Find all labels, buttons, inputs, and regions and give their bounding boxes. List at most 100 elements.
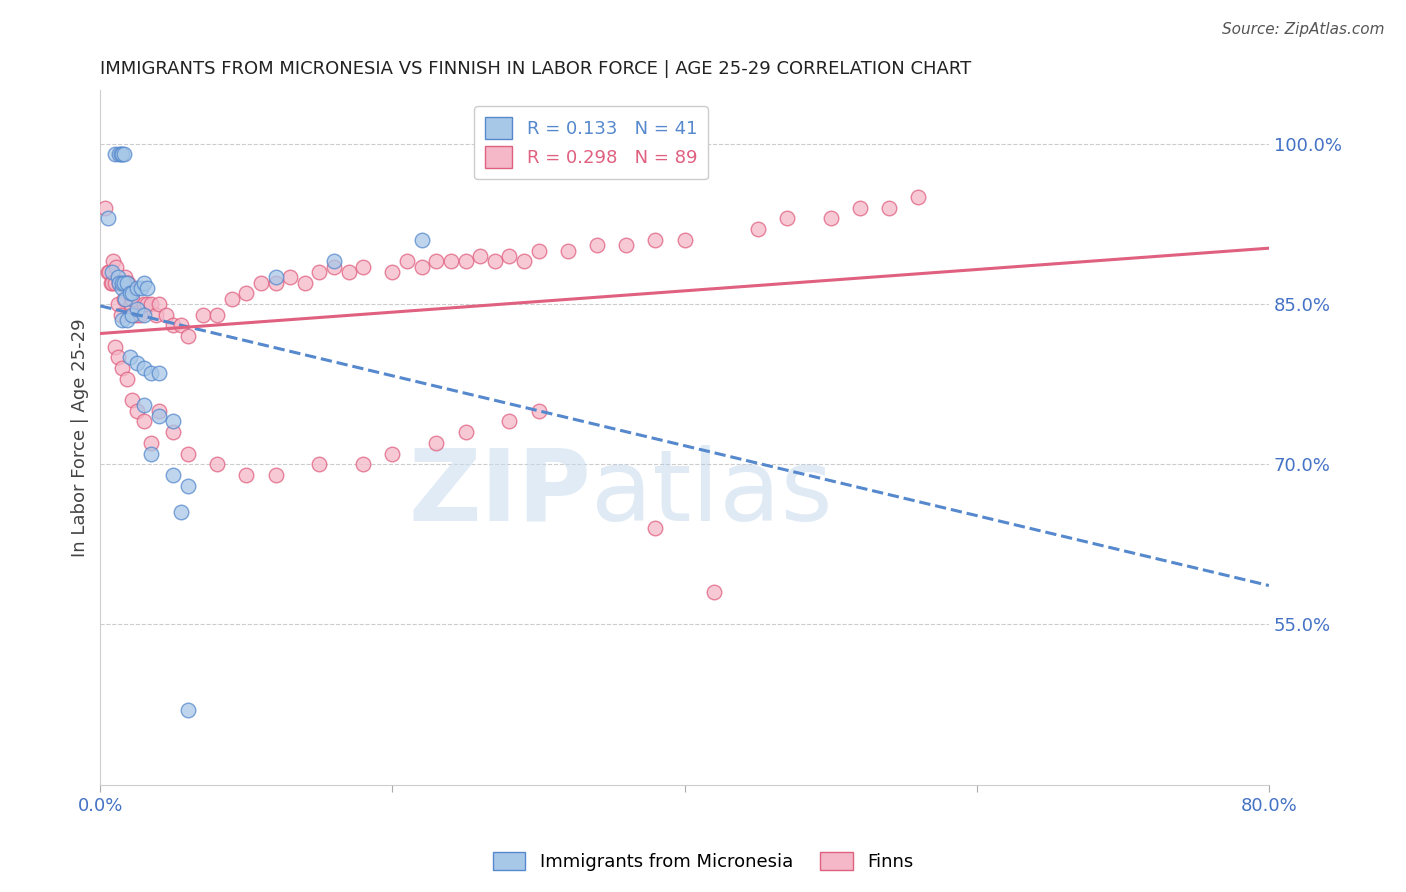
Point [352,260,374,274]
Point [264,276,287,290]
Point [557,244,579,258]
Point [162,425,184,439]
Point [112,276,135,290]
Point [111,276,134,290]
Point [112,147,135,161]
Point [105,260,128,274]
Point [108,276,131,290]
Point [264,467,287,482]
Point [111,281,134,295]
Point [117,276,139,290]
Point [134,399,156,413]
Point [396,254,419,268]
Point [177,329,200,343]
Point [411,260,433,274]
Point [107,351,129,365]
Point [141,446,163,460]
Point [110,308,132,322]
Point [121,308,143,322]
Point [125,404,148,418]
Point [129,281,152,295]
Point [177,446,200,460]
Point [148,367,170,381]
Point [498,415,520,429]
Point [128,308,150,322]
Point [111,276,134,290]
Point [323,260,346,274]
Point [115,276,138,290]
Point [337,265,360,279]
Point [527,404,550,418]
Point [118,308,141,322]
Point [644,521,666,535]
Point [101,265,124,279]
Point [107,297,129,311]
Point [907,190,929,204]
Legend: R = 0.133   N = 41, R = 0.298   N = 89: R = 0.133 N = 41, R = 0.298 N = 89 [474,106,709,179]
Point [122,308,145,322]
Point [498,249,520,263]
Point [97,265,120,279]
Point [381,265,404,279]
Point [177,478,200,492]
Point [278,270,301,285]
Point [134,361,156,376]
Point [111,361,134,376]
Point [162,318,184,333]
Point [110,147,132,161]
Text: IMMIGRANTS FROM MICRONESIA VS FINNISH IN LABOR FORCE | AGE 25-29 CORRELATION CHA: IMMIGRANTS FROM MICRONESIA VS FINNISH IN… [100,60,972,78]
Point [381,446,404,460]
Point [101,276,124,290]
Point [527,244,550,258]
Point [323,254,346,268]
Point [141,435,163,450]
Point [118,351,141,365]
Point [747,222,769,236]
Point [108,276,131,290]
Point [235,467,257,482]
Point [484,254,506,268]
Point [221,292,243,306]
Point [111,313,134,327]
Point [125,281,148,295]
Point [103,254,125,268]
Point [114,292,136,306]
Point [308,457,330,471]
Point [877,201,900,215]
Point [120,297,142,311]
Point [100,276,122,290]
Point [134,297,156,311]
Point [162,415,184,429]
Text: atlas: atlas [591,444,832,541]
Y-axis label: In Labor Force | Age 25-29: In Labor Force | Age 25-29 [72,318,89,557]
Point [170,505,193,519]
Text: ZIP: ZIP [408,444,591,541]
Point [162,467,184,482]
Point [98,265,121,279]
Point [114,270,136,285]
Point [134,308,156,322]
Point [134,276,156,290]
Point [644,233,666,247]
Point [440,254,463,268]
Point [136,281,159,295]
Point [145,308,167,322]
Legend: Immigrants from Micronesia, Finns: Immigrants from Micronesia, Finns [485,845,921,879]
Point [125,356,148,370]
Point [776,211,799,226]
Point [454,425,477,439]
Point [177,703,200,717]
Point [703,585,725,599]
Point [191,308,214,322]
Point [141,297,163,311]
Point [121,292,143,306]
Point [205,308,228,322]
Point [250,276,273,290]
Point [308,265,330,279]
Point [107,270,129,285]
Point [148,297,170,311]
Point [118,286,141,301]
Point [294,276,316,290]
Point [849,201,872,215]
Point [141,367,163,381]
